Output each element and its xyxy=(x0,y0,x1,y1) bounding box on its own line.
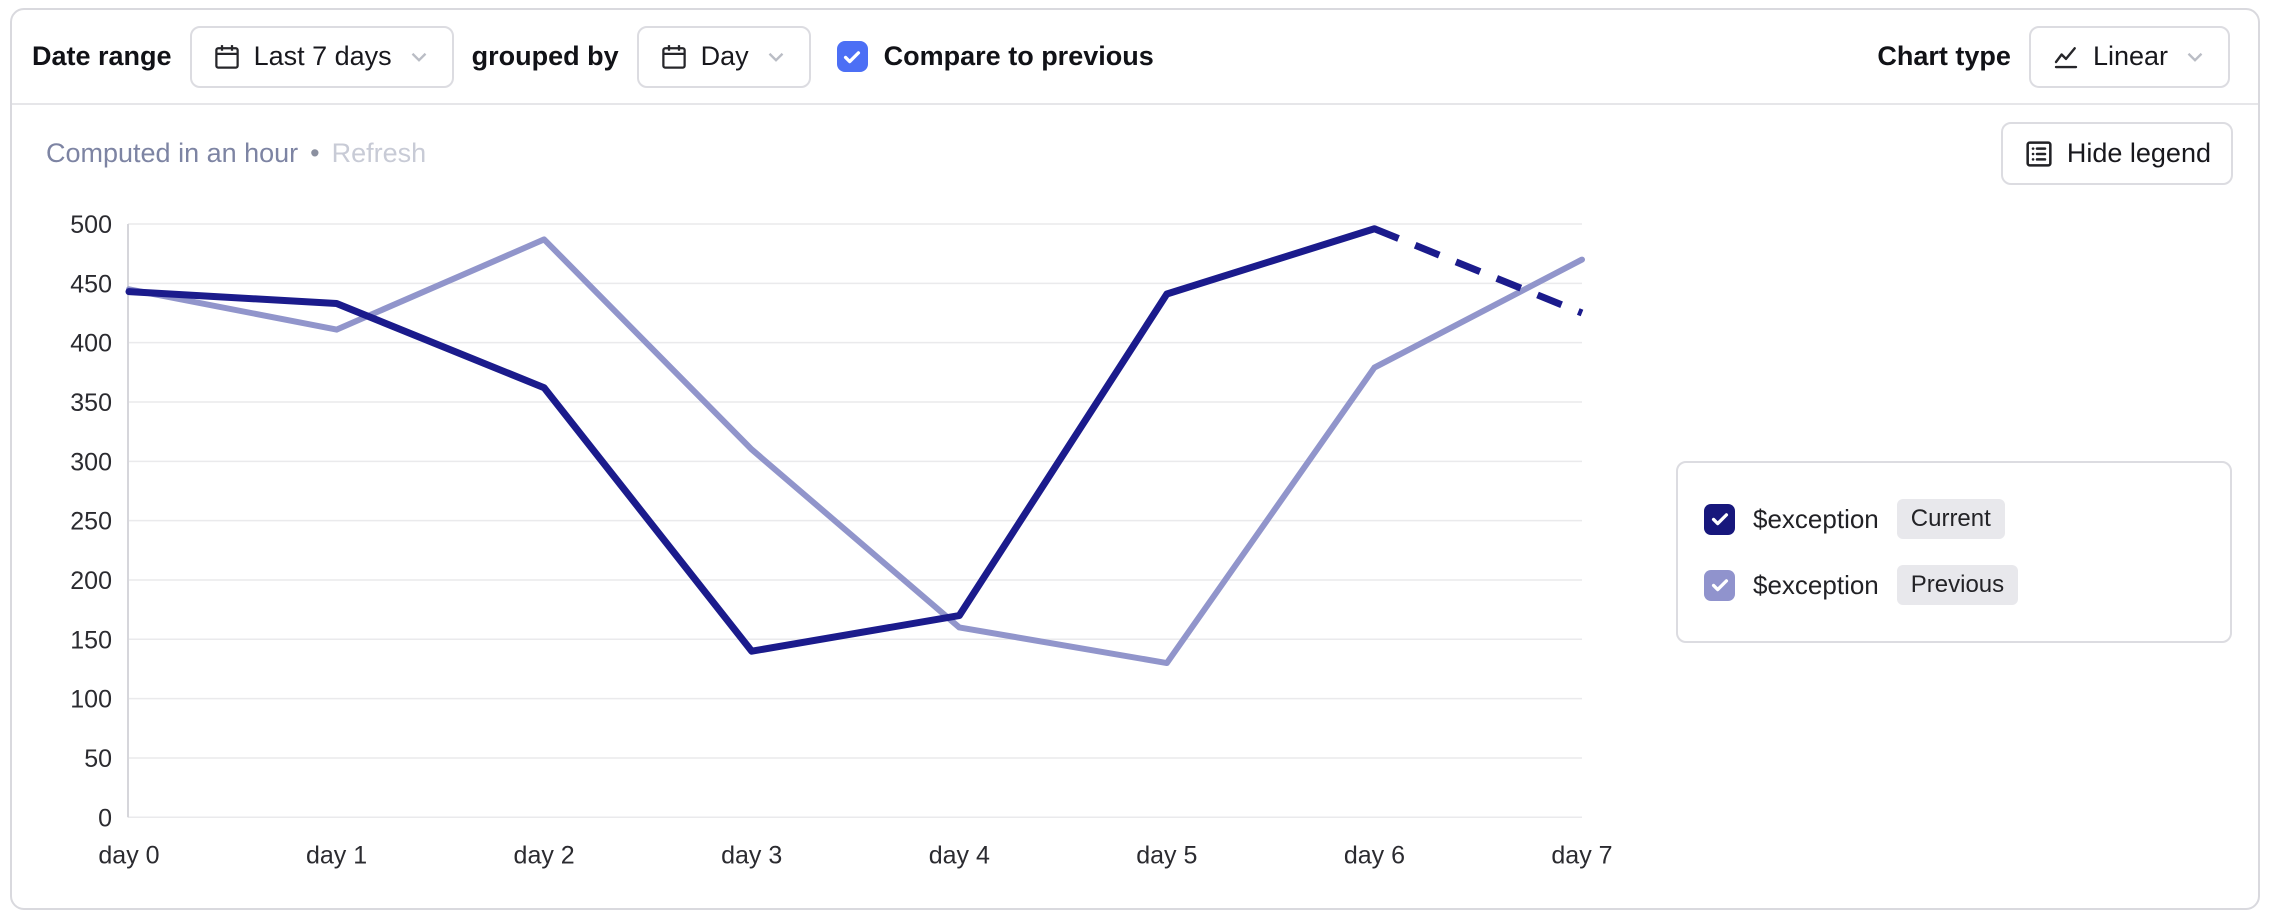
svg-text:day 5: day 5 xyxy=(1136,841,1197,869)
series-period-badge: Previous xyxy=(1896,564,2019,606)
legend-item-previous[interactable]: $exception Previous xyxy=(1704,559,2210,611)
svg-text:day 1: day 1 xyxy=(306,841,367,869)
toolbar: Date range Last 7 days grouped by xyxy=(12,10,2258,105)
svg-text:day 6: day 6 xyxy=(1344,841,1405,869)
interval-value: Day xyxy=(700,41,749,71)
insight-card: Date range Last 7 days grouped by xyxy=(10,8,2260,910)
calendar-icon xyxy=(212,42,242,72)
svg-text:300: 300 xyxy=(70,448,112,476)
legend: $exception Current $exception Previous xyxy=(1676,461,2232,643)
separator-dot: • xyxy=(310,138,320,168)
refresh-button[interactable]: Refresh xyxy=(331,138,427,168)
svg-text:0: 0 xyxy=(98,804,112,832)
svg-text:100: 100 xyxy=(70,686,112,714)
chart-type-value: Linear xyxy=(2092,41,2168,71)
series-period-badge: Current xyxy=(1896,498,2005,540)
chart-type-label: Chart type xyxy=(1877,41,2011,71)
date-range-select[interactable]: Last 7 days xyxy=(189,25,454,88)
hide-legend-label: Hide legend xyxy=(2066,138,2211,168)
chart-type-select[interactable]: Linear xyxy=(2028,25,2230,88)
svg-text:200: 200 xyxy=(70,567,112,595)
compare-label: Compare to previous xyxy=(883,41,1154,71)
svg-text:350: 350 xyxy=(70,389,112,417)
svg-text:day 4: day 4 xyxy=(929,841,990,869)
computed-text: Computed in an hour xyxy=(46,138,299,168)
svg-text:500: 500 xyxy=(70,211,112,239)
hide-legend-button[interactable]: Hide legend xyxy=(2000,122,2233,185)
chevron-down-icon xyxy=(406,44,432,70)
svg-text:400: 400 xyxy=(70,330,112,358)
compare-to-previous-checkbox[interactable]: Compare to previous xyxy=(836,41,1154,72)
svg-text:150: 150 xyxy=(70,626,112,654)
svg-text:450: 450 xyxy=(70,270,112,298)
svg-text:250: 250 xyxy=(70,508,112,536)
list-icon xyxy=(2023,138,2055,170)
date-range-value: Last 7 days xyxy=(253,41,392,71)
checkbox-checked-icon xyxy=(1704,569,1735,601)
svg-text:day 2: day 2 xyxy=(514,841,575,869)
interval-select[interactable]: Day xyxy=(636,25,811,88)
trend-line-chart: 0 50 100 150 200 250 300 350 400 450 500 day 0 day 1… xyxy=(70,211,1612,869)
computation-status: Computed in an hour • Refresh xyxy=(46,138,426,169)
svg-text:50: 50 xyxy=(84,745,112,773)
date-range-label: Date range xyxy=(32,41,172,71)
svg-text:day 7: day 7 xyxy=(1551,841,1612,869)
checkbox-checked-icon xyxy=(1704,503,1735,535)
svg-text:day 0: day 0 xyxy=(98,841,159,869)
chevron-down-icon xyxy=(763,44,789,70)
svg-text:day 3: day 3 xyxy=(721,841,782,869)
legend-item-current[interactable]: $exception Current xyxy=(1704,493,2210,545)
series-name: $exception xyxy=(1753,569,1879,600)
chevron-down-icon xyxy=(2182,44,2208,70)
calendar-icon xyxy=(659,42,689,72)
line-chart-icon xyxy=(2051,42,2081,72)
series-name: $exception xyxy=(1753,503,1879,534)
grouped-by-label: grouped by xyxy=(471,41,619,71)
checkbox-checked-icon xyxy=(836,41,868,72)
